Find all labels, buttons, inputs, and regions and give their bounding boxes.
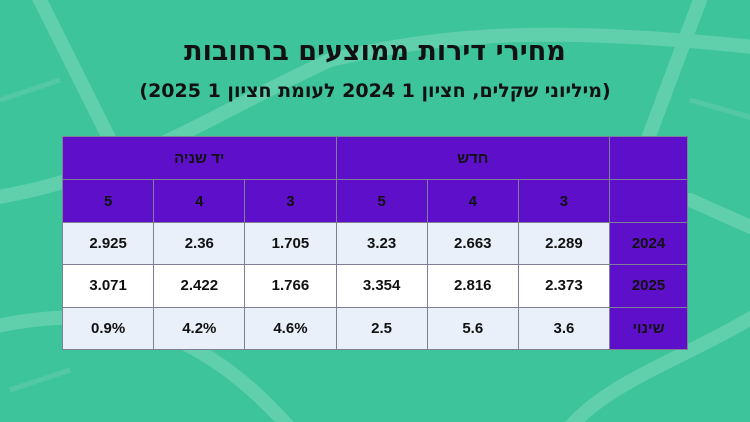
rooms-header: 3	[517, 179, 611, 223]
rooms-header: 4	[426, 179, 519, 223]
table-cell: 2.373	[517, 264, 611, 308]
table-cell: 5.6	[426, 306, 519, 351]
table-cell: 3.23	[335, 221, 428, 266]
table-cell: 1.705	[244, 221, 337, 266]
group-header-secondhand: יד שניה	[62, 136, 337, 180]
table-row: 2024 2.289 2.663 3.23 1.705 2.36 2.925	[61, 221, 688, 266]
rooms-header: 3	[244, 179, 337, 223]
table-cell: 4.6%	[244, 306, 337, 351]
table-row: 2025 2.373 2.816 3.354 1.766 2.422 3.071	[61, 264, 688, 308]
table-cell: 2.289	[517, 221, 611, 266]
rooms-header: 5	[335, 179, 428, 223]
row-label: 2025	[609, 264, 688, 308]
row-label: שינוי	[609, 306, 688, 351]
table-row: שינוי 3.6 5.6 2.5 4.6% 4.2% 0.9%	[61, 306, 688, 351]
table-cell: 2.925	[61, 221, 155, 266]
table-cell: 2.36	[153, 221, 246, 266]
prices-table: חדש יד שניה 3 4 5 3 4 5 2024 2.289 2.663…	[61, 136, 688, 351]
corner-cell	[609, 179, 688, 223]
group-header-new: חדש	[335, 136, 611, 180]
table-cell: 3.6	[517, 306, 611, 351]
table-cell: 2.422	[153, 264, 246, 308]
group-header-row: חדש יד שניה	[62, 136, 688, 180]
table-cell: 1.766	[244, 264, 337, 308]
corner-cell	[609, 136, 688, 180]
table-cell: 3.071	[61, 264, 155, 308]
page-subtitle: (מיליוני שקלים, חציון 1 2024 לעומת חציון…	[139, 80, 611, 102]
page-title: מחירי דירות ממוצעים ברחובות	[184, 36, 566, 67]
rooms-header: 4	[153, 179, 246, 223]
table-cell: 2.816	[426, 264, 519, 308]
rooms-header-row: 3 4 5 3 4 5	[61, 179, 688, 223]
table-cell: 2.5	[335, 306, 428, 351]
table-cell: 3.354	[335, 264, 428, 308]
table-cell: 2.663	[426, 221, 519, 266]
row-label: 2024	[609, 221, 688, 266]
rooms-header: 5	[61, 179, 155, 223]
table-cell: 4.2%	[153, 306, 246, 351]
table-cell: 0.9%	[61, 306, 155, 351]
